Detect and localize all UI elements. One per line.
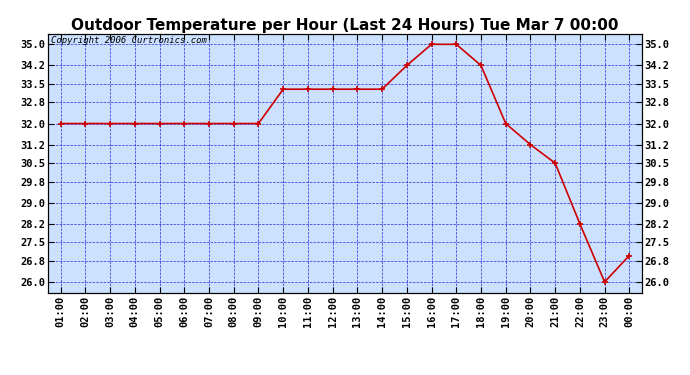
Text: Copyright 2006 Curtronics.com: Copyright 2006 Curtronics.com [51,36,207,45]
Title: Outdoor Temperature per Hour (Last 24 Hours) Tue Mar 7 00:00: Outdoor Temperature per Hour (Last 24 Ho… [71,18,619,33]
